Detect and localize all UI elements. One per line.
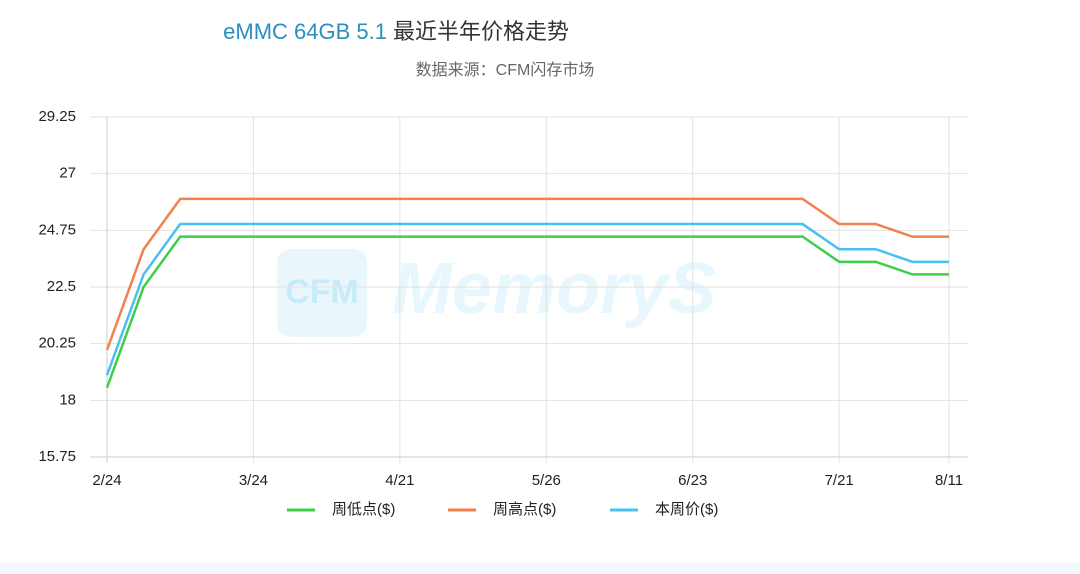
watermark-logo-box [277, 249, 367, 337]
y-tick-label: 24.75 [38, 221, 76, 238]
x-tick-label: 8/11 [935, 472, 963, 489]
x-tick-label: 7/21 [825, 472, 854, 489]
chart-title: 最近半年价格走势 [393, 19, 569, 44]
x-tick-label: 2/24 [92, 472, 121, 489]
chart-subtitle: 数据来源：CFM闪存市场 [416, 61, 595, 79]
series-line [105, 197, 949, 351]
y-tick-label: 18 [59, 391, 76, 408]
series-line [105, 235, 949, 389]
x-tick-label: 5/26 [532, 472, 561, 489]
y-tick-label: 27 [59, 165, 76, 182]
x-tick-label: 6/23 [678, 472, 707, 489]
x-tick-label: 4/21 [385, 472, 414, 489]
y-tick-label: 29.25 [38, 108, 76, 125]
chart-title-prefix: eMMC 64GB 5.1 [223, 19, 387, 44]
legend-label: 本周价($) [655, 501, 718, 518]
series-line [105, 222, 949, 376]
legend-label: 周高点($) [493, 501, 556, 518]
x-tick-label: 3/24 [239, 472, 268, 489]
watermark-text: MemoryS [392, 249, 716, 329]
bottom-band [0, 563, 1080, 574]
y-tick-label: 22.5 [47, 278, 76, 295]
y-tick-label: 20.25 [38, 335, 76, 352]
y-tick-label: 15.75 [38, 448, 76, 465]
legend-label: 周低点($) [332, 501, 395, 518]
watermark-logo: CFM [285, 273, 359, 311]
